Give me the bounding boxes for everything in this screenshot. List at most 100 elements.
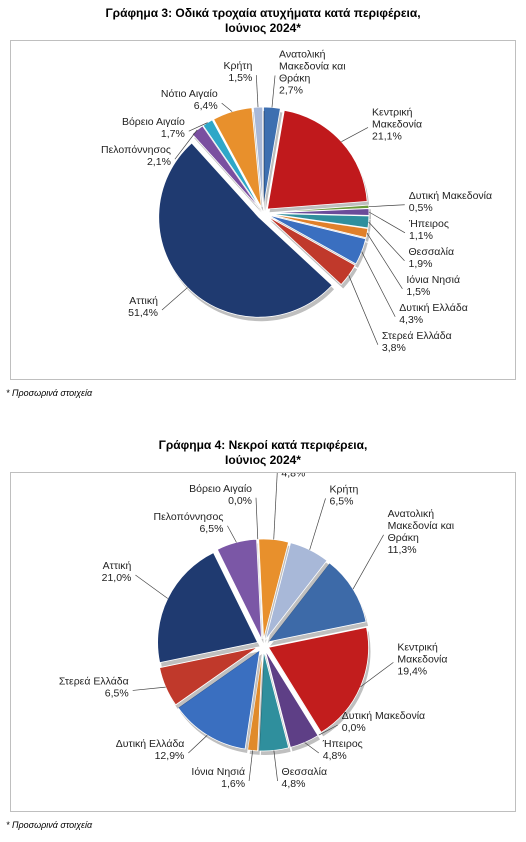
- leader-line: [135, 574, 168, 599]
- leader-line: [361, 251, 396, 317]
- pie-slice: [265, 542, 328, 640]
- leader-line: [309, 498, 326, 550]
- slice-label: Ιόνια Νησιά: [191, 766, 245, 778]
- slice-label: Ανατολική Μακεδονία και Θράκη: [279, 48, 348, 84]
- value-label: 6,5%: [105, 687, 129, 699]
- pie-slice: [266, 109, 368, 210]
- value-label: 21,1%: [372, 130, 402, 142]
- slice-label: Δυτική Ελλάδα: [116, 738, 185, 750]
- slice-label: Δυτική Μακεδονία: [409, 190, 492, 202]
- leader-line: [221, 102, 233, 112]
- pie-slice: [157, 552, 259, 664]
- value-label: 3,8%: [382, 342, 406, 354]
- pie-slice: [268, 214, 367, 265]
- value-label: 4,3%: [399, 314, 423, 326]
- leader-line: [255, 75, 259, 108]
- value-label: 6,5%: [199, 523, 223, 535]
- pie-slice: [216, 538, 262, 640]
- slice-label: Ιόνια Νησιά: [406, 274, 460, 286]
- value-label: 1,5%: [228, 72, 252, 84]
- leader-line: [161, 287, 188, 311]
- leader-line: [273, 470, 278, 540]
- chart-frame: Ανατολική Μακεδονία και Θράκη 2,7% Κεντρικ…: [10, 40, 516, 380]
- slice-label: Νότιο Αιγαίο: [161, 88, 218, 100]
- slice-label: Ήπειρος: [408, 218, 449, 230]
- pie-slice: [247, 650, 263, 752]
- slice-label: Πελοπόννησος: [154, 511, 224, 523]
- leader-line: [352, 534, 384, 590]
- chart-frame: Ανατολική Μακεδονία και Θράκη 11,3% Κεντρι…: [10, 455, 516, 812]
- leader-line: [318, 724, 338, 736]
- pie-slice: [267, 626, 369, 733]
- chart-title: Γράφημα 3: Οδικά τροχαία ατυχήματα κατά …: [105, 6, 421, 35]
- footnote: * Προσωρινά στοιχεία: [6, 820, 93, 830]
- pie-slice: [268, 208, 370, 216]
- value-label: 2,1%: [147, 156, 171, 168]
- slice-label: Πελοπόννησος: [101, 144, 171, 156]
- value-label: 51,4%: [128, 307, 158, 319]
- slice-label: Βόρειο Αιγαίο: [122, 116, 185, 128]
- leader-line: [368, 221, 405, 262]
- pie-slice: [268, 213, 370, 229]
- leader-line: [255, 497, 259, 540]
- leader-line: [132, 686, 166, 691]
- value-label: 21,0%: [102, 572, 132, 584]
- pie-slice: [158, 142, 333, 318]
- slice-label: Κεντρική Μακεδονία: [397, 641, 447, 665]
- leader-line: [341, 127, 369, 142]
- slice-label: Δυτική Μακεδονία: [342, 710, 425, 722]
- leader-line: [273, 750, 278, 782]
- value-label: 1,6%: [221, 778, 245, 790]
- value-label: 4,8%: [282, 778, 306, 790]
- slice-label: Θεσσαλία: [282, 766, 328, 778]
- value-label: 4,8%: [323, 750, 347, 762]
- leader-line: [188, 122, 208, 132]
- leader-line: [368, 211, 406, 234]
- pie-slice: [265, 649, 320, 736]
- value-label: 0,0%: [228, 495, 252, 507]
- slice-label: Θεσσαλία: [408, 246, 454, 258]
- slice-label: Κρήτη: [223, 60, 252, 72]
- slice-label: Ήπειρος: [322, 738, 363, 750]
- leader-line: [368, 204, 405, 208]
- slice-label: Κρήτη: [330, 483, 359, 495]
- slice-label: Ανατολική Μακεδονία και Θράκη: [388, 508, 457, 544]
- value-label: 1,1%: [409, 230, 433, 242]
- slice-label: Δυτική Ελλάδα: [399, 302, 468, 314]
- value-label: 0,5%: [409, 202, 433, 214]
- pie-slice: [264, 650, 319, 748]
- value-label: 1,5%: [406, 286, 430, 298]
- slice-label: Αττική: [103, 560, 132, 572]
- value-label: 6,4%: [194, 100, 218, 112]
- leader-line: [188, 734, 208, 754]
- pie-slice: [213, 107, 262, 208]
- slice-label: Αττική: [129, 295, 158, 307]
- value-label: 1,7%: [161, 128, 185, 140]
- value-label: 2,7%: [279, 84, 303, 96]
- leader-line: [348, 275, 379, 345]
- leader-line: [366, 233, 403, 289]
- leader-line: [360, 662, 394, 688]
- leader-line: [227, 525, 237, 543]
- value-label: 19,4%: [397, 665, 427, 677]
- slice-label: Στερεά Ελλάδα: [59, 675, 129, 687]
- value-label: 1,9%: [408, 258, 432, 270]
- pie-slice: [267, 562, 367, 643]
- pie-slice: [159, 646, 258, 706]
- leader-line: [304, 742, 320, 754]
- value-label: 11,3%: [388, 544, 417, 556]
- value-label: 4,8%: [281, 473, 305, 479]
- value-label: 0,0%: [342, 722, 366, 734]
- leader-line: [174, 129, 198, 160]
- value-label: 12,9%: [155, 750, 185, 762]
- chart-title: Γράφημα 4: Νεκροί κατά περιφέρεια, Ιούνι…: [158, 438, 368, 467]
- slice-label: Βόρειο Αιγαίο: [189, 483, 252, 495]
- slice-label: Κεντρική Μακεδονία: [372, 106, 422, 130]
- leader-line: [271, 75, 276, 108]
- pie-slice: [252, 106, 264, 208]
- footnote: * Προσωρινά στοιχεία: [6, 388, 93, 398]
- leader-line: [248, 750, 253, 782]
